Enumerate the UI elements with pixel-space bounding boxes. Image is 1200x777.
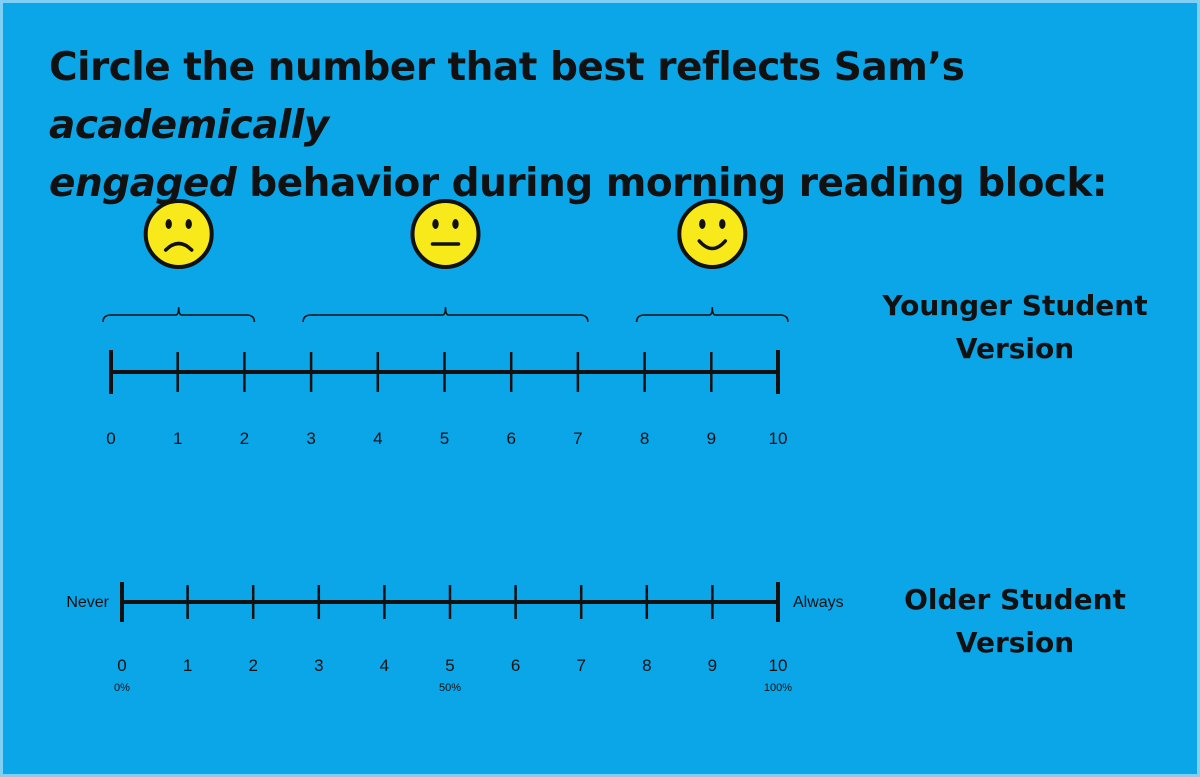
happy-face-circle	[677, 199, 748, 269]
older-tick-label-1: 1	[183, 656, 192, 675]
younger-version-label: Younger Student Version	[875, 284, 1155, 370]
younger-tick-label-4: 4	[373, 429, 382, 448]
older-tick-label-2: 2	[248, 656, 257, 675]
older-percent-label-50pct: 50%	[439, 682, 461, 694]
older-tick-label-9: 9	[708, 656, 717, 675]
younger-tick-label-8: 8	[640, 429, 649, 448]
older-label-line1: Older Student	[904, 583, 1126, 616]
younger-tick-label-0: 0	[106, 429, 115, 448]
happy-face-icon	[677, 199, 748, 269]
neutral-face-icon	[410, 199, 481, 269]
younger-tick-label-9: 9	[707, 429, 716, 448]
younger-label-line1: Younger Student	[882, 289, 1148, 322]
younger-tick-label-6: 6	[506, 429, 515, 448]
neutral-face-circle	[410, 199, 481, 269]
happy-face-right-eye	[719, 219, 726, 229]
older-percent-label-0pct: 0%	[114, 682, 130, 694]
bracket-sad	[102, 306, 256, 323]
neutral-face-left-eye	[432, 219, 439, 229]
older-tick-label-7: 7	[576, 656, 585, 675]
bracket-neutral	[302, 306, 589, 323]
older-tick-label-8: 8	[642, 656, 651, 675]
older-tick-label-0: 0	[117, 656, 126, 675]
happy-face-mouth	[697, 239, 728, 251]
instruction-title: Circle the number that best reflects Sam…	[49, 39, 1179, 213]
title-text-1: Circle the number that best reflects Sam…	[49, 45, 965, 90]
younger-label-line2: Version	[955, 332, 1075, 365]
title-text-2: behavior during morning reading block:	[236, 161, 1108, 206]
older-tick-label-6: 6	[511, 656, 520, 675]
neutral-face-right-eye	[452, 219, 459, 229]
younger-tick-label-5: 5	[440, 429, 449, 448]
never-anchor-label: Never	[66, 594, 109, 611]
title-emphasis-academically: academically	[49, 103, 329, 148]
younger-tick-label-2: 2	[240, 429, 249, 448]
younger-tick-label-3: 3	[306, 429, 315, 448]
sad-face-icon	[143, 199, 214, 269]
younger-tick-label-1: 1	[173, 429, 182, 448]
older-tick-label-5: 5	[445, 656, 454, 675]
rating-scales: 0 1 2 3 4 5 6 7 8 9 100 1 2 3 4 5 6 7 8 9 100% 50% 100%Never Al…	[66, 199, 844, 694]
younger-tick-label-7: 7	[573, 429, 582, 448]
younger-tick-label-10: 10	[769, 429, 788, 448]
older-version-label: Older Student Version	[875, 578, 1155, 664]
title-emphasis-engaged: engaged	[49, 161, 237, 206]
always-anchor-label: Always	[793, 594, 844, 611]
older-percent-label-100pct: 100%	[764, 682, 792, 694]
sad-face-mouth	[163, 241, 194, 252]
older-label-line2: Version	[955, 626, 1075, 659]
older-tick-label-4: 4	[380, 656, 389, 675]
sad-face-circle	[143, 199, 214, 269]
sad-face-right-eye	[185, 219, 192, 229]
older-tick-label-3: 3	[314, 656, 323, 675]
happy-face-left-eye	[699, 219, 706, 229]
older-tick-label-10: 10	[769, 656, 788, 675]
bracket-happy	[635, 306, 789, 323]
sad-face-left-eye	[165, 219, 172, 229]
